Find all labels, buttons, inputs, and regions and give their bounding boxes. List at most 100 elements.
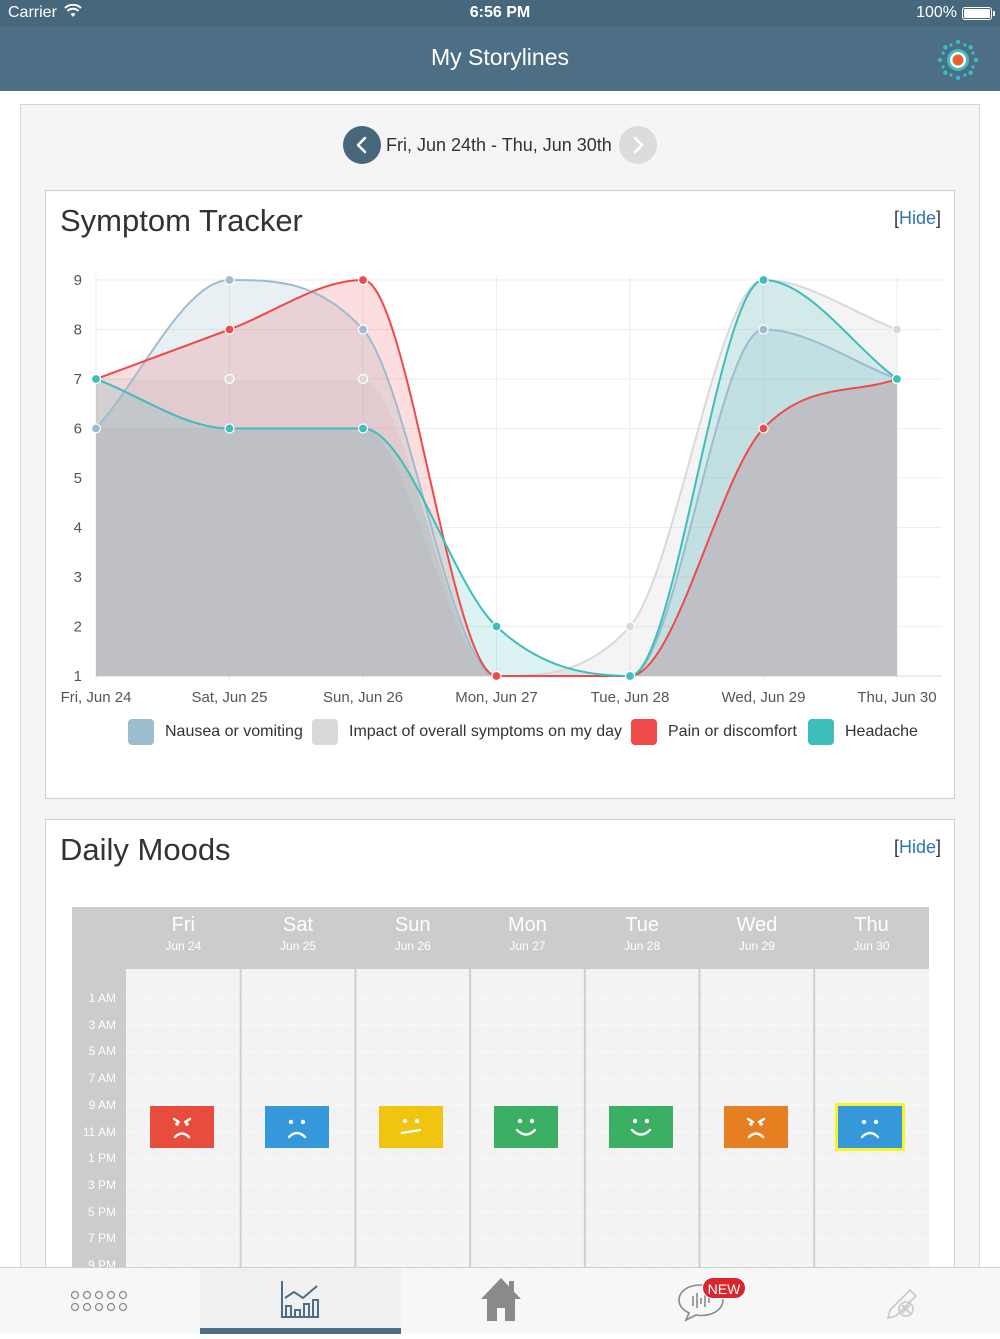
- chevron-left-icon: [356, 136, 367, 154]
- mood-calendar: Fri Jun 24 Sat Jun 25 Sun Jun 26 Mon Jun 27 Tue J…: [72, 907, 929, 1288]
- y-tick-label: 6: [74, 421, 82, 438]
- legend-swatch: [808, 719, 834, 745]
- day-date: Jun 27: [509, 939, 546, 953]
- hide-daily-moods: [Hide]: [894, 837, 941, 858]
- hour-label: 5 AM: [88, 1044, 116, 1059]
- hour-label: 9 AM: [88, 1097, 116, 1112]
- data-point: [90, 423, 102, 434]
- tab-storylines[interactable]: [200, 1268, 401, 1334]
- battery-percent: 100%: [916, 4, 957, 21]
- day-name: Tue: [625, 914, 659, 936]
- hour-label: 11 AM: [82, 1124, 116, 1139]
- day-header: Fri Jun 24: [126, 907, 241, 969]
- date-range-label: Fri, Jun 24th - Thu, Jun 30th: [386, 135, 612, 155]
- day-name: Thu: [854, 914, 889, 936]
- bracket-close: ]: [935, 837, 941, 857]
- chart-icon: [281, 1281, 319, 1318]
- day-header: Tue Jun 28: [585, 907, 700, 969]
- day-date: Jun 24: [165, 939, 202, 953]
- symptom-tracker-title: Symptom Tracker: [60, 203, 303, 238]
- angry-face-icon: [172, 1117, 192, 1139]
- data-point: [624, 621, 636, 632]
- x-tick-label: Thu, Jun 30: [857, 689, 936, 706]
- day-date: Jun 30: [853, 939, 890, 953]
- line-pain-or-discomfort: [95, 278, 898, 678]
- x-tick-label: Wed, Jun 29: [722, 689, 806, 706]
- chart-legend: Nausea or vomiting Impact of overall symp…: [46, 717, 956, 747]
- mood-entry-sad[interactable]: [264, 1106, 329, 1148]
- mood-entry-sad[interactable]: [835, 1103, 906, 1151]
- mood-entry-meh[interactable]: [379, 1106, 444, 1148]
- tab-menu-grid[interactable]: [0, 1268, 200, 1334]
- battery-icon: [962, 7, 995, 20]
- day-name: Wed: [736, 914, 778, 936]
- legend-label: Headache: [845, 723, 918, 740]
- data-point: [491, 670, 502, 682]
- hide-symptom-tracker-link[interactable]: Hide: [898, 208, 936, 228]
- chat-icon: [678, 1284, 724, 1322]
- day-header: Mon Jun 27: [470, 907, 585, 969]
- data-point: [624, 670, 636, 682]
- dots-grid-icon: [70, 1290, 128, 1312]
- day-header: Wed Jun 29: [700, 907, 815, 969]
- mood-entry-happy[interactable]: [494, 1106, 559, 1148]
- hide-symptom-tracker: [Hide]: [894, 208, 941, 229]
- legend-label: Nausea or vomiting: [165, 723, 303, 740]
- previous-week-button[interactable]: [343, 126, 381, 164]
- data-point: [357, 274, 369, 286]
- y-tick-label: 5: [74, 470, 82, 487]
- data-point: [357, 324, 369, 335]
- day-name: Sun: [394, 914, 431, 936]
- legend-label: Impact of overall symptoms on my day: [349, 723, 622, 740]
- tab-edit[interactable]: [802, 1268, 1000, 1334]
- day-header: Thu Jun 30: [814, 907, 929, 969]
- chevron-right-icon: [633, 136, 644, 154]
- day-header: Sun Jun 26: [355, 907, 470, 969]
- tab-messages[interactable]: [601, 1268, 802, 1334]
- calendar-grid: [126, 969, 929, 1288]
- mood-entry-angry[interactable]: [723, 1106, 788, 1148]
- symptom-chart: 1 2 3 4 5 6 7 8 9 Fri, Jun 24 Sat, Jun 25 Sun, Jun …: [61, 272, 942, 706]
- app-logo-icon[interactable]: [936, 38, 980, 82]
- tab-home[interactable]: [401, 1268, 601, 1334]
- y-tick-label: 9: [74, 272, 82, 289]
- daily-moods-title: Daily Moods: [60, 832, 231, 867]
- day-header: Sat Jun 25: [241, 907, 356, 969]
- x-tick-label: Fri, Jun 24: [61, 689, 132, 706]
- active-tab-indicator: [200, 1328, 401, 1334]
- data-point: [891, 373, 903, 385]
- next-week-button[interactable]: [619, 126, 657, 164]
- pencil-icon: [886, 1288, 918, 1320]
- day-date: Jun 29: [738, 939, 775, 953]
- mood-calendar-body: [126, 969, 929, 1288]
- daily-moods-card: Daily Moods [Hide] Fri Jun 24 Sat Jun 25 Sun…: [45, 819, 955, 1289]
- data-point: [758, 324, 769, 335]
- legend-swatch: [128, 719, 154, 745]
- legend-swatch: [631, 719, 657, 745]
- y-tick-label: 4: [74, 520, 82, 537]
- day-name: Sat: [283, 914, 314, 936]
- legend-swatch: [312, 719, 338, 745]
- x-tick-label: Sun, Jun 26: [323, 689, 403, 706]
- y-tick-label: 1: [74, 668, 82, 685]
- y-tick-label: 7: [74, 371, 82, 388]
- clock: 6:56 PM: [469, 4, 531, 21]
- hide-daily-moods-link[interactable]: Hide: [898, 837, 936, 857]
- sad-face-icon: [860, 1119, 880, 1139]
- data-point: [891, 324, 903, 335]
- tab-bar: NEW: [0, 1267, 1000, 1334]
- legend-label: Pain or discomfort: [668, 723, 797, 740]
- meh-face-icon: [401, 1118, 422, 1135]
- day-name: Mon: [507, 914, 547, 936]
- hour-label: 3 AM: [88, 1017, 116, 1032]
- hour-label: 1 AM: [88, 991, 116, 1005]
- mood-entry-angry[interactable]: [150, 1106, 214, 1148]
- x-tick-label: Tue, Jun 28: [591, 689, 670, 706]
- data-point: [224, 423, 235, 434]
- data-point: [224, 274, 235, 286]
- page-title: My Storylines: [430, 44, 570, 70]
- bracket-close: ]: [935, 208, 941, 228]
- mood-entry-happy[interactable]: [608, 1106, 673, 1148]
- carrier-label: Carrier: [8, 4, 57, 21]
- nav-bar: My Storylines: [0, 26, 1000, 91]
